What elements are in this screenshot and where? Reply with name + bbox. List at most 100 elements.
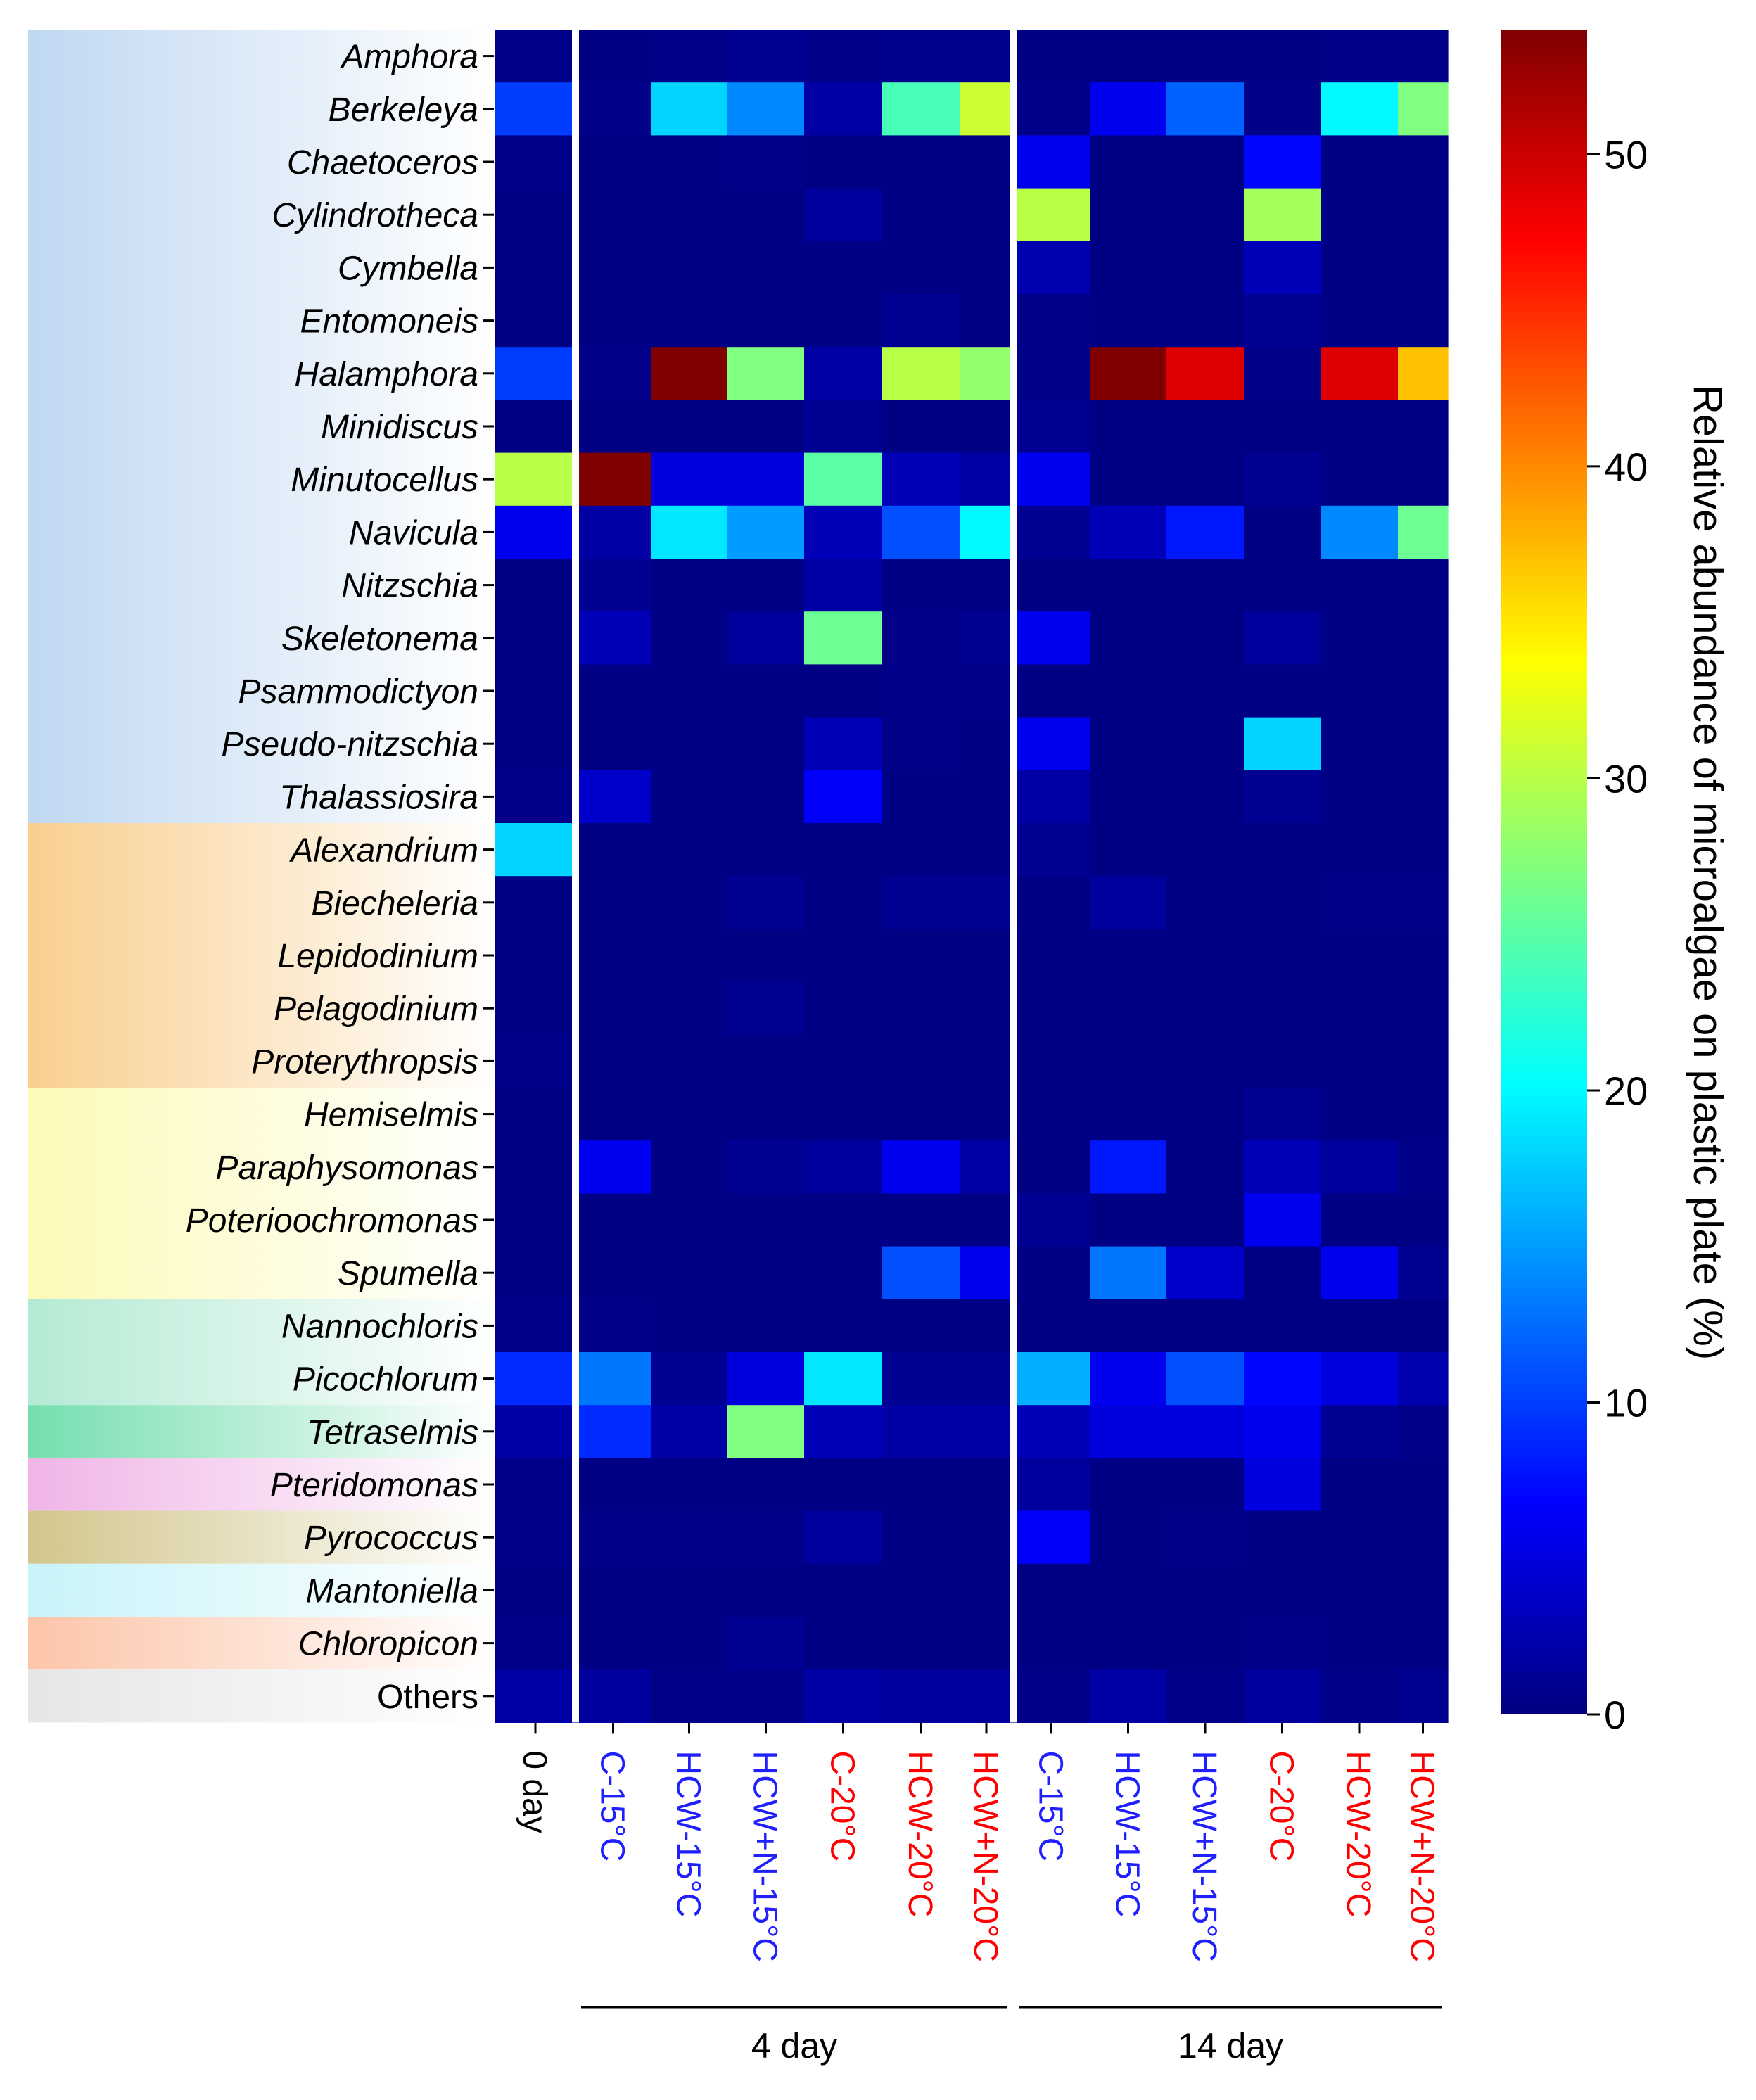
heatmap-cell [727, 294, 805, 348]
heatmap-cell [804, 823, 883, 877]
heatmap-cell [804, 1510, 883, 1565]
heatmap-cell [804, 188, 883, 242]
heatmap-cell [1244, 1140, 1321, 1194]
heatmap-cell [651, 876, 728, 929]
heatmap-cell [960, 1299, 1014, 1353]
heatmap-cell [1398, 400, 1449, 454]
heatmap-cell [727, 1140, 805, 1194]
heatmap-cell [1398, 1617, 1449, 1670]
heatmap-cell [1166, 1405, 1245, 1458]
heatmap-cell [495, 1405, 576, 1458]
heatmap-cell [1398, 981, 1449, 1036]
heatmap-cell [1090, 400, 1167, 454]
heatmap-cell [1398, 664, 1449, 718]
row-label: Alexandrium [288, 832, 478, 870]
heatmap-cell [727, 876, 805, 929]
heatmap-cell [651, 929, 728, 983]
heatmap-cell [804, 505, 883, 559]
row-group-band [28, 1510, 495, 1564]
heatmap-cell [495, 1563, 576, 1617]
heatmap-cell [960, 876, 1014, 929]
heatmap-cell [651, 1458, 728, 1512]
row-label: Entomoneis [300, 303, 478, 341]
heatmap-cell [1013, 1193, 1090, 1247]
heatmap-cell [651, 135, 728, 189]
row-group-band [28, 1299, 495, 1406]
heatmap-cell [1398, 1193, 1449, 1247]
heatmap-cell [882, 1352, 960, 1406]
heatmap-cell [804, 717, 883, 771]
heatmap-cell [1090, 717, 1167, 771]
heatmap-cell [882, 1299, 960, 1353]
heatmap-cell [960, 347, 1014, 400]
heatmap-cell [495, 1669, 576, 1723]
row-group-band [28, 1617, 495, 1670]
heatmap-cell [1244, 664, 1321, 718]
heatmap-cell [1244, 1669, 1321, 1723]
heatmap-cell [1244, 1617, 1321, 1670]
heatmap-cell [882, 1669, 960, 1723]
heatmap-cell [1244, 294, 1321, 348]
heatmap-cell [1321, 770, 1399, 824]
heatmap-cell [727, 1193, 805, 1247]
column-group-labels: 4 day 14 day [581, 2006, 1442, 2066]
heatmap-cell [1321, 876, 1399, 929]
row-label: Cylindrotheca [272, 197, 478, 234]
heatmap-cell [1321, 981, 1399, 1036]
heatmap-cell [960, 82, 1014, 136]
heatmap-cell [960, 241, 1014, 295]
row-label: Biecheleria [312, 885, 478, 922]
heatmap-cell [495, 1088, 576, 1141]
heatmap-cell [1013, 664, 1090, 718]
heatmap-cell [1013, 1246, 1090, 1300]
heatmap-cell [882, 876, 960, 929]
heatmap-cell [1244, 981, 1321, 1036]
heatmap-cell [1244, 505, 1321, 559]
heatmap-cell [1166, 30, 1245, 83]
heatmap-cell [1244, 452, 1321, 507]
heatmap-cell [651, 1563, 728, 1617]
heatmap-cell [1244, 188, 1321, 242]
heatmap-cell [1244, 1352, 1321, 1406]
heatmap-cell [1321, 1088, 1399, 1141]
heatmap-cell [882, 611, 960, 665]
heatmap-cell [1398, 1352, 1449, 1406]
heatmap-cell [495, 1034, 576, 1088]
heatmap-cell [1090, 664, 1167, 718]
heatmap-cell [727, 82, 805, 136]
heatmap-cell [651, 981, 728, 1036]
colorbar-tick-label: 50 [1604, 132, 1648, 177]
heatmap-cell [1398, 929, 1449, 983]
heatmap-cell [651, 1352, 728, 1406]
column-label: HCW-20°C [901, 1750, 939, 1917]
heatmap-cell [1321, 717, 1399, 771]
heatmap-cell [575, 30, 651, 83]
heatmap-cell [651, 241, 728, 295]
heatmap-cell [575, 876, 651, 929]
colorbar-tick-label: 20 [1604, 1069, 1648, 1113]
heatmap-cell [1321, 505, 1399, 559]
heatmap-cell [1166, 1246, 1245, 1300]
heatmap-cell [727, 30, 805, 83]
heatmap-cell [1398, 82, 1449, 136]
heatmap-cell [1166, 611, 1245, 665]
heatmap-cell [727, 1088, 805, 1141]
heatmap-cell [575, 1193, 651, 1247]
heatmap-cell [495, 30, 576, 83]
column-label: C-20°C [824, 1750, 861, 1862]
heatmap-cell [651, 30, 728, 83]
heatmap-cell [1398, 1405, 1449, 1458]
row-label: Poterioochromonas [186, 1202, 478, 1240]
heatmap-cell [1013, 294, 1090, 348]
heatmap-cell [960, 294, 1014, 348]
heatmap-cell [1321, 241, 1399, 295]
heatmap-cell [1244, 559, 1321, 612]
heatmap-cell [960, 1246, 1014, 1300]
heatmap-cell [1321, 1352, 1399, 1406]
heatmap-cell [1321, 823, 1399, 877]
heatmap-cell [1013, 505, 1090, 559]
heatmap-cell [960, 1193, 1014, 1247]
heatmap-cell [1166, 1140, 1245, 1194]
heatmap-cell [1321, 929, 1399, 983]
heatmap-cell [727, 717, 805, 771]
